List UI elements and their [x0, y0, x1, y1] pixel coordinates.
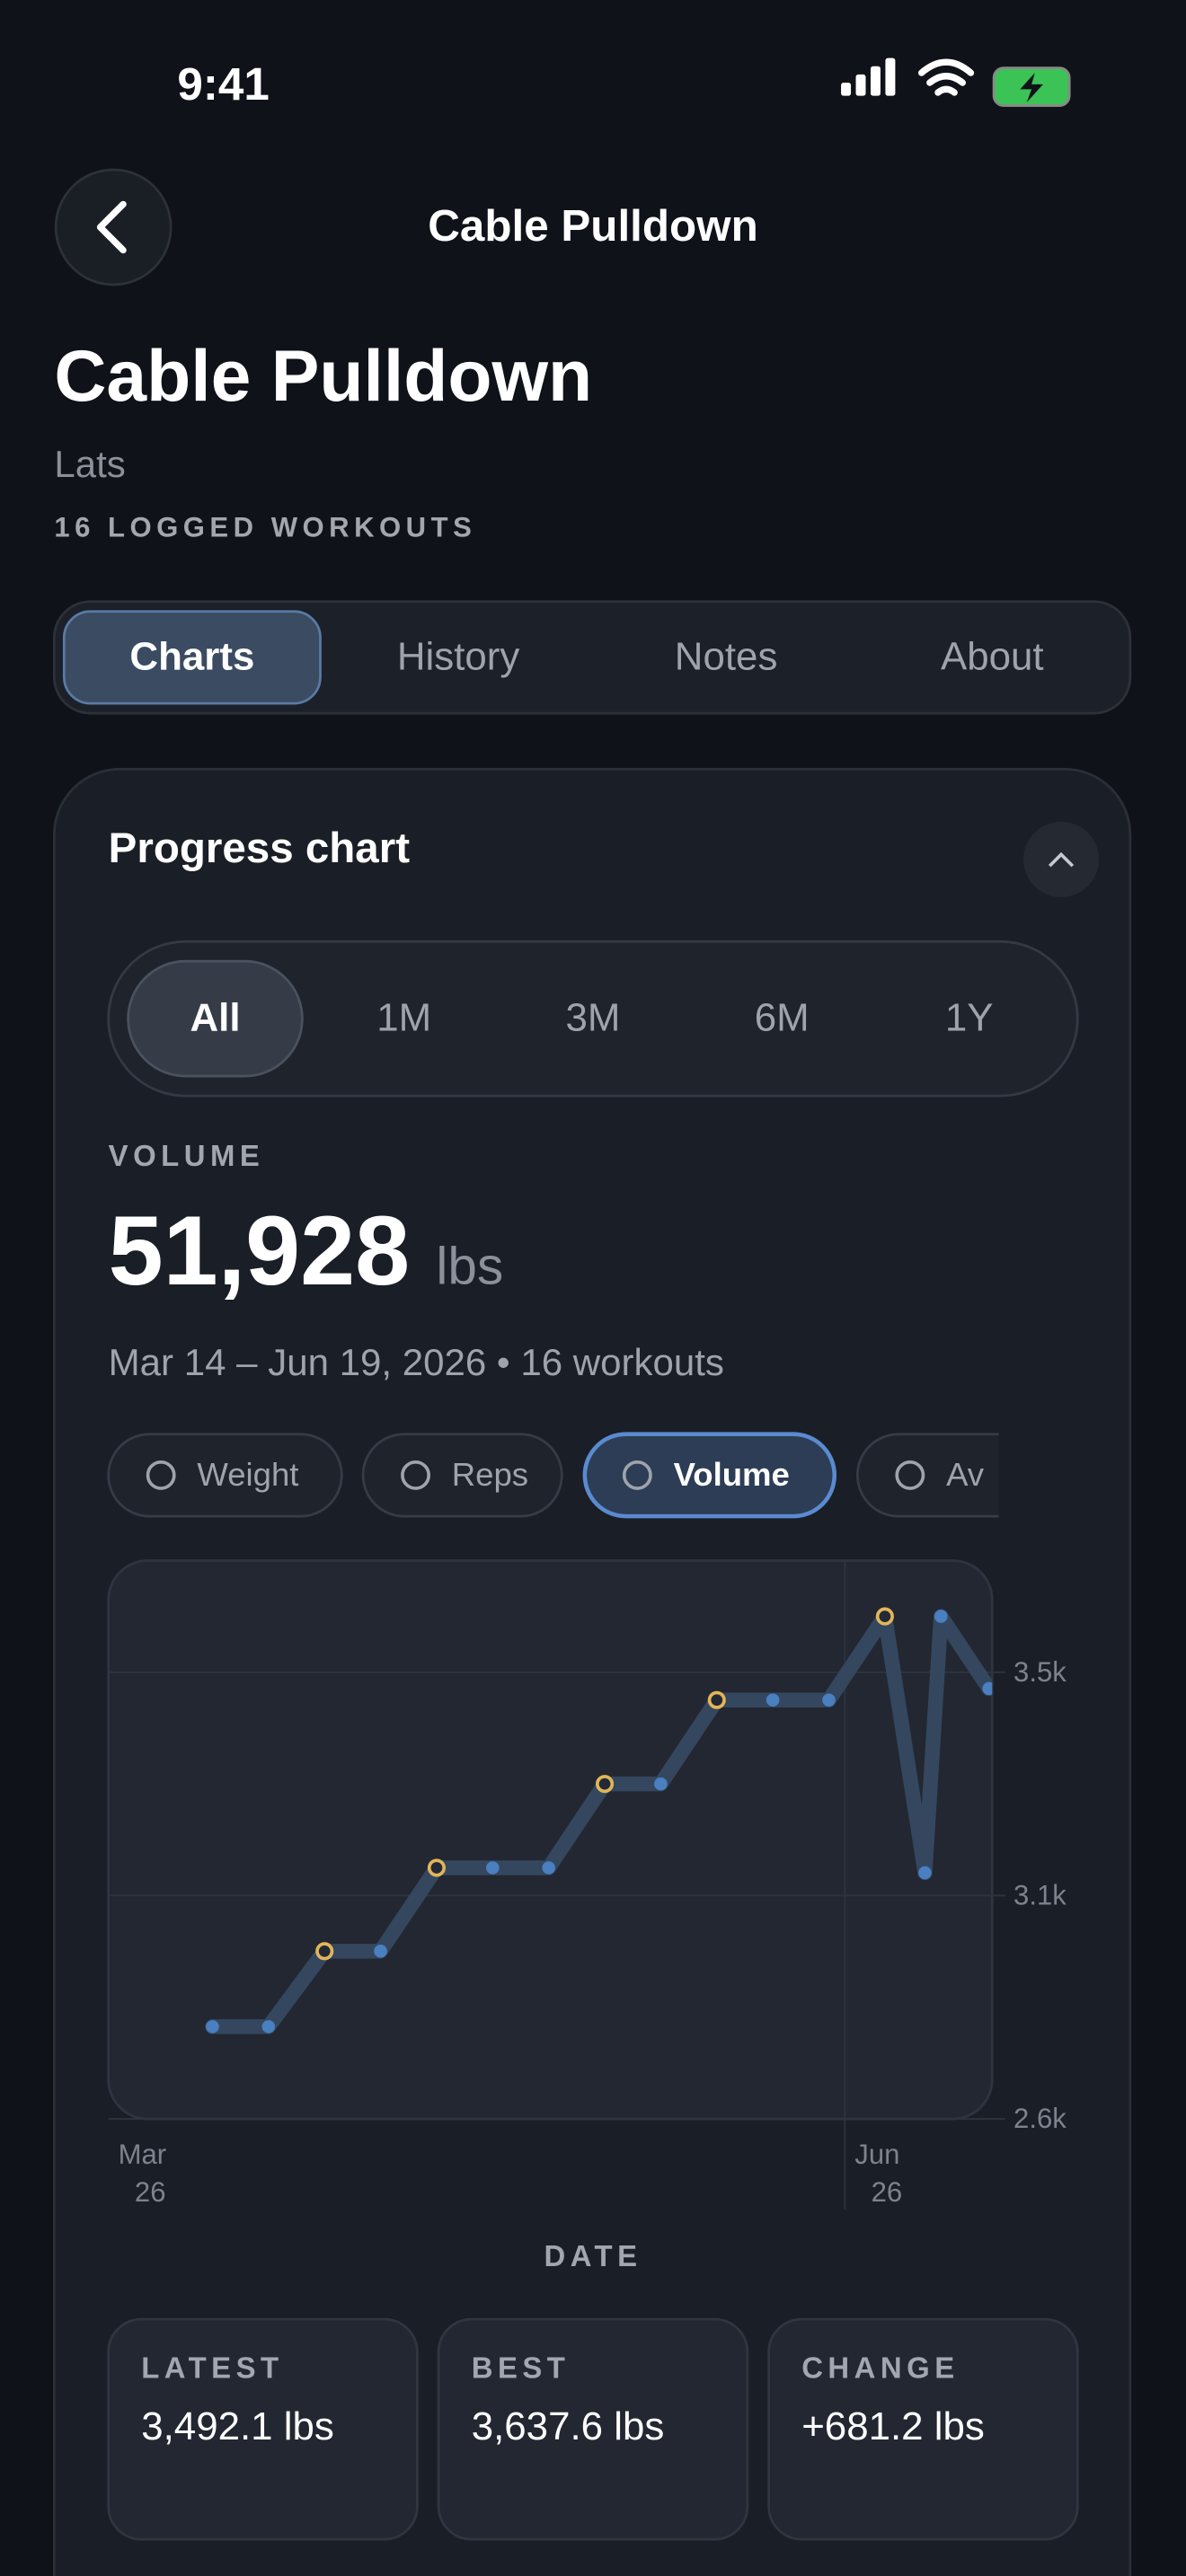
point: [934, 1610, 948, 1623]
point: [374, 1945, 387, 1958]
chip-label[interactable]: Volume: [674, 1456, 790, 1493]
chips: Weight Reps Volume Av: [107, 1432, 1071, 1519]
range[interactable]: 3M: [566, 996, 621, 1040]
metric-unit: lbs: [436, 1237, 503, 1295]
stat-value: 3,637.6 lbs: [472, 2404, 665, 2448]
back-button[interactable]: [54, 168, 173, 287]
signal-bar: [870, 66, 881, 96]
point: [918, 1866, 932, 1880]
chip-icon: [895, 1460, 925, 1490]
y-tick-label: 3.5k: [1013, 1656, 1067, 1688]
chip-icon: [622, 1460, 652, 1490]
highlight-point: [427, 1858, 447, 1877]
back-arrow: [96, 200, 127, 254]
chip[interactable]: [855, 1433, 1071, 1518]
point: [486, 1861, 500, 1875]
series: [205, 1607, 993, 2034]
signal-bar: [855, 74, 866, 96]
title: Cable Pulldown: [54, 336, 592, 417]
battery-bolt: [1020, 73, 1043, 102]
y-tick-label: 2.6k: [1013, 2103, 1067, 2134]
point: [542, 1861, 555, 1875]
point: [982, 1681, 993, 1696]
stat-value: 3,492.1 lbs: [141, 2404, 334, 2448]
tab-bar: [52, 600, 1132, 715]
tab-active[interactable]: [62, 610, 322, 705]
collapse-button[interactable]: [1023, 821, 1100, 897]
stat-label: LATEST: [141, 2351, 283, 2385]
status-time: 9:41: [177, 58, 269, 110]
x-tick-label: Jun 26: [854, 2139, 902, 2208]
chip-label[interactable]: Av: [946, 1456, 985, 1493]
range-active[interactable]: [127, 959, 304, 1078]
point: [206, 2020, 219, 2033]
y-tick-label: 3.1k: [1013, 1879, 1067, 1910]
tab[interactable]: History: [397, 634, 520, 678]
range[interactable]: 1M: [376, 996, 431, 1040]
signal-bar: [885, 57, 896, 96]
line: [205, 1609, 993, 2034]
chip-label[interactable]: Reps: [452, 1456, 528, 1493]
highlight-point: [875, 1607, 894, 1626]
chip[interactable]: [107, 1433, 343, 1518]
range-bar: [107, 940, 1079, 1098]
range[interactable]: 1Y: [945, 996, 994, 1040]
tab[interactable]: Charts: [129, 634, 254, 678]
chip[interactable]: [361, 1433, 563, 1518]
tab[interactable]: About: [941, 634, 1044, 678]
collapse-icon: [1048, 851, 1075, 868]
x-axis-label: DATE: [544, 2239, 642, 2272]
metric-value: 51,928: [109, 1196, 411, 1306]
range[interactable]: 6M: [755, 996, 810, 1040]
stat-label: CHANGE: [801, 2351, 959, 2385]
point: [822, 1693, 836, 1707]
stat-label: BEST: [472, 2351, 571, 2385]
stat-card: [767, 2317, 1079, 2541]
stat-value: +681.2 lbs: [801, 2404, 985, 2448]
stat-card: [437, 2317, 749, 2541]
point: [261, 2020, 276, 2033]
chip[interactable]: [582, 1432, 837, 1519]
stat-card: [107, 2317, 419, 2541]
card-title: Progress chart: [109, 825, 411, 872]
chip-label[interactable]: Weight: [197, 1456, 298, 1493]
tab[interactable]: Notes: [675, 634, 778, 678]
highlight-point: [707, 1690, 726, 1709]
x-tick-label: Mar 26: [119, 2139, 167, 2208]
signal-bar: [841, 83, 852, 96]
workout-count: 16 LOGGED WORKOUTS: [54, 512, 476, 543]
range[interactable]: All: [190, 996, 240, 1040]
metric-subtitle: Mar 14 – Jun 19, 2026 • 16 workouts: [109, 1341, 724, 1383]
nav-title: Cable Pulldown: [428, 201, 757, 251]
metric-label: VOLUME: [109, 1139, 265, 1172]
muscle: Lats: [54, 443, 125, 485]
point: [766, 1693, 780, 1707]
highlight-point: [315, 1942, 334, 1961]
wifi-icon: [917, 58, 975, 96]
point: [654, 1777, 668, 1791]
chip-icon: [401, 1460, 431, 1490]
highlight-point: [595, 1775, 615, 1794]
chip-icon: [146, 1460, 176, 1490]
